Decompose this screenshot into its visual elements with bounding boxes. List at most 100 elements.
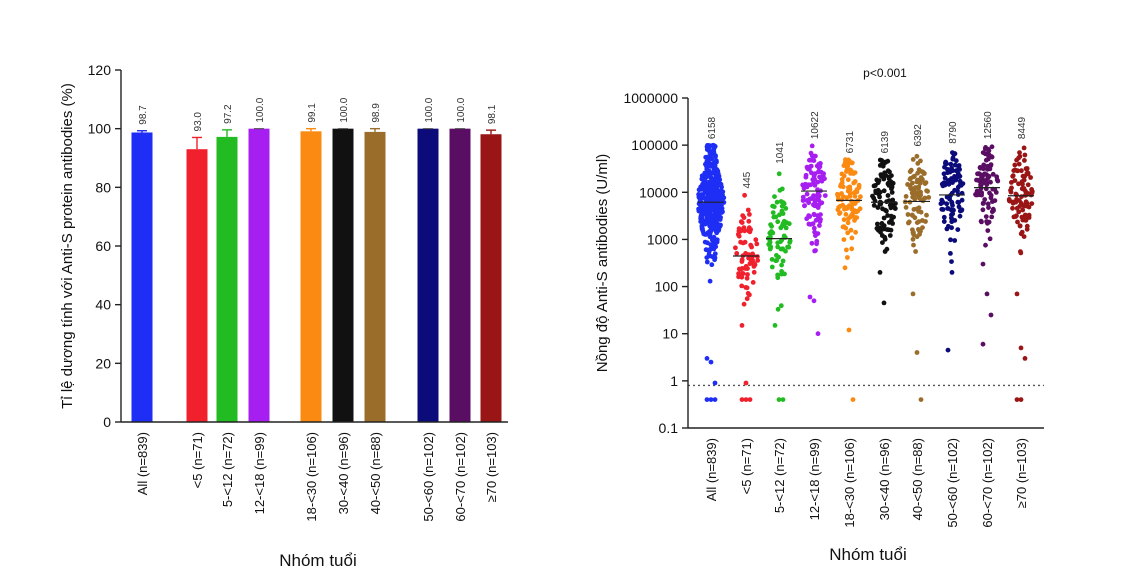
data-point: [949, 259, 954, 264]
data-point: [912, 173, 917, 179]
data-point: [989, 214, 995, 220]
data-point: [818, 176, 824, 182]
right-x-ticks: All (n=839) <5 (n=71) 5-<12 (n=72) 12-<18 (…: [704, 438, 1029, 528]
data-point: [706, 146, 712, 151]
data-point: [773, 214, 779, 220]
median-label: 10622: [810, 111, 821, 139]
right-axes: [687, 98, 1044, 429]
data-point: [926, 195, 932, 200]
data-point: [708, 191, 713, 197]
data-point: [775, 306, 781, 312]
data-point: [734, 251, 740, 256]
data-point: [988, 312, 994, 318]
data-point: [950, 180, 955, 185]
data-point: [986, 219, 992, 225]
data-point: [942, 175, 948, 181]
data-point: [713, 158, 719, 164]
data-point: [698, 214, 704, 220]
data-point: [741, 226, 746, 232]
data-point: [940, 183, 946, 189]
data-point: [887, 169, 892, 175]
data-point: [767, 230, 773, 236]
data-point: [886, 174, 892, 180]
data-point: [845, 177, 851, 183]
data-point: [747, 292, 752, 298]
data-point: [956, 163, 962, 168]
data-point: [915, 178, 921, 184]
data-point: [776, 171, 782, 177]
left-x-tick-label: <5 (n=71): [190, 432, 205, 488]
data-point: [804, 216, 810, 222]
data-point: [803, 174, 809, 180]
data-point: [1028, 175, 1033, 180]
data-point: [916, 195, 922, 201]
data-point: [719, 190, 725, 196]
data-point: [990, 171, 996, 177]
bar: [186, 149, 208, 422]
data-point: [708, 211, 713, 217]
data-point: [944, 201, 950, 207]
data-point: [754, 241, 760, 247]
data-point: [852, 193, 858, 199]
data-point: [1010, 199, 1016, 205]
data-point: [1018, 345, 1024, 351]
right-y-tick-label: 1000000: [623, 90, 678, 106]
right-y-tick-label: 10: [662, 326, 678, 342]
data-point: [906, 219, 912, 225]
data-point: [914, 350, 920, 355]
data-point: [879, 158, 885, 163]
data-point: [983, 178, 988, 184]
data-point: [777, 187, 783, 193]
data-point: [845, 230, 851, 236]
data-point: [1014, 205, 1020, 211]
data-point: [950, 211, 956, 217]
data-point: [1026, 212, 1032, 218]
data-point: [952, 218, 958, 223]
data-point: [786, 244, 792, 250]
data-point: [980, 341, 986, 347]
bar: [417, 128, 439, 422]
data-point: [947, 169, 952, 175]
data-point: [882, 234, 888, 240]
data-point: [1017, 198, 1022, 204]
data-point: [990, 199, 995, 205]
data-point: [909, 212, 915, 218]
data-point: [952, 151, 958, 157]
right-y-tick-label: 1000: [647, 231, 678, 247]
data-point: [697, 199, 703, 204]
data-point: [1015, 219, 1020, 225]
data-point: [855, 208, 861, 214]
data-point: [988, 195, 994, 201]
data-point: [755, 258, 761, 263]
data-point: [948, 161, 954, 167]
data-point: [990, 206, 996, 212]
data-label: 100.0: [456, 97, 467, 122]
data-point: [1018, 250, 1024, 256]
data-point: [880, 206, 885, 212]
data-point: [1012, 167, 1018, 173]
right-y-tick-label: 100: [655, 279, 679, 295]
data-point: [715, 171, 721, 177]
data-point: [908, 185, 913, 191]
data-point: [856, 185, 862, 190]
data-point: [708, 359, 714, 365]
data-point: [989, 154, 994, 159]
data-point: [814, 163, 820, 169]
data-point: [780, 258, 786, 264]
data-point: [1016, 209, 1022, 215]
data-point: [768, 222, 773, 228]
left-y-tick-label: 20: [95, 355, 111, 371]
data-point: [989, 144, 995, 150]
data-point: [881, 215, 887, 221]
data-point: [1022, 158, 1027, 163]
data-point: [779, 269, 784, 274]
data-point: [878, 172, 884, 178]
left-y-ticks: 0 20 40 60 80 100 120: [88, 62, 121, 430]
right-y-ticks: 0.1 1 10 100 1000 10000 100000 1000000: [623, 90, 688, 436]
data-point: [943, 159, 949, 165]
left-x-tick-label: 50-<60 (n=102): [421, 432, 436, 522]
data-point: [741, 301, 747, 307]
bar: [332, 128, 354, 422]
data-point: [880, 223, 886, 229]
data-point: [987, 236, 993, 242]
